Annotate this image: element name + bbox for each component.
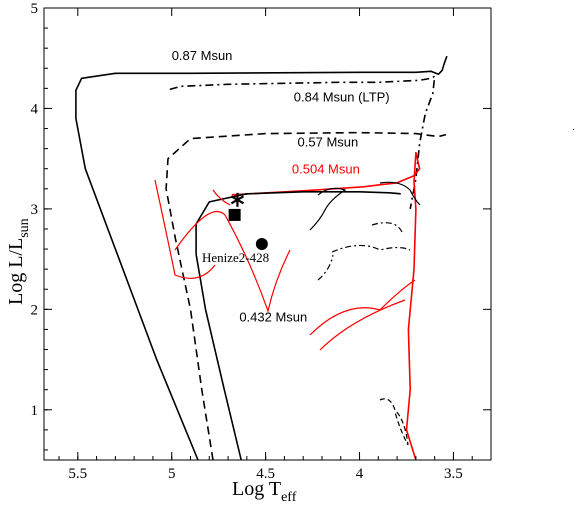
series-line-1 xyxy=(169,75,436,210)
x-axis-label: Log Teff xyxy=(232,478,297,505)
x-tick-label: 4 xyxy=(356,466,364,482)
x-tick-label: 4.5 xyxy=(256,466,275,482)
annotation-label: 0.504 Msun xyxy=(292,162,360,177)
y-tick-label: 5 xyxy=(31,1,39,17)
black-dashed-wiggle-3 xyxy=(379,398,409,446)
x-tick-label: 5.5 xyxy=(68,466,87,482)
circle-marker xyxy=(255,238,268,251)
annotation-label: 0.57 Msun xyxy=(298,135,359,150)
axes-layer: 5.5 5 4.5 4 3.5 1 2 3 4 5 xyxy=(31,1,491,482)
y-tick-label: 1 xyxy=(31,403,39,419)
black-dashdot-wiggle-1 xyxy=(331,244,411,253)
y-tick-label: 3 xyxy=(31,202,39,218)
x-tick-label: 3.5 xyxy=(444,466,463,482)
series-layer xyxy=(75,55,448,461)
markers-layer xyxy=(228,192,268,251)
black-solid-wiggle-4 xyxy=(309,181,421,231)
series-line-4 xyxy=(195,191,401,461)
asterisk-marker xyxy=(230,192,245,207)
red-loop-left xyxy=(154,179,291,314)
annotation-label: 0.432 Msun xyxy=(239,309,307,324)
x-tick-label: 5 xyxy=(168,466,176,482)
square-marker xyxy=(228,208,241,221)
decorative-tails xyxy=(154,179,421,446)
y-axis-label: Log L/Lsun xyxy=(5,218,32,305)
stray-dot: · xyxy=(572,124,575,135)
black-dashdot-wiggle-2 xyxy=(317,222,403,281)
y-tick-label: 2 xyxy=(31,302,39,318)
y-tick-label: 4 xyxy=(31,101,39,117)
red-loop-lower-left xyxy=(309,279,416,351)
annotation-label: Henize2-428 xyxy=(202,250,269,265)
series-line-0 xyxy=(75,55,448,461)
annotations-layer: 0.87 Msun 0.84 Msun (LTP) 0.57 Msun 0.504 M… xyxy=(172,48,390,324)
series-line-2 xyxy=(165,131,447,461)
series-line-3 xyxy=(231,151,421,461)
annotation-label: 0.84 Msun (LTP) xyxy=(294,89,390,104)
annotation-label: 0.87 Msun xyxy=(172,48,233,63)
plot-frame xyxy=(43,7,492,461)
